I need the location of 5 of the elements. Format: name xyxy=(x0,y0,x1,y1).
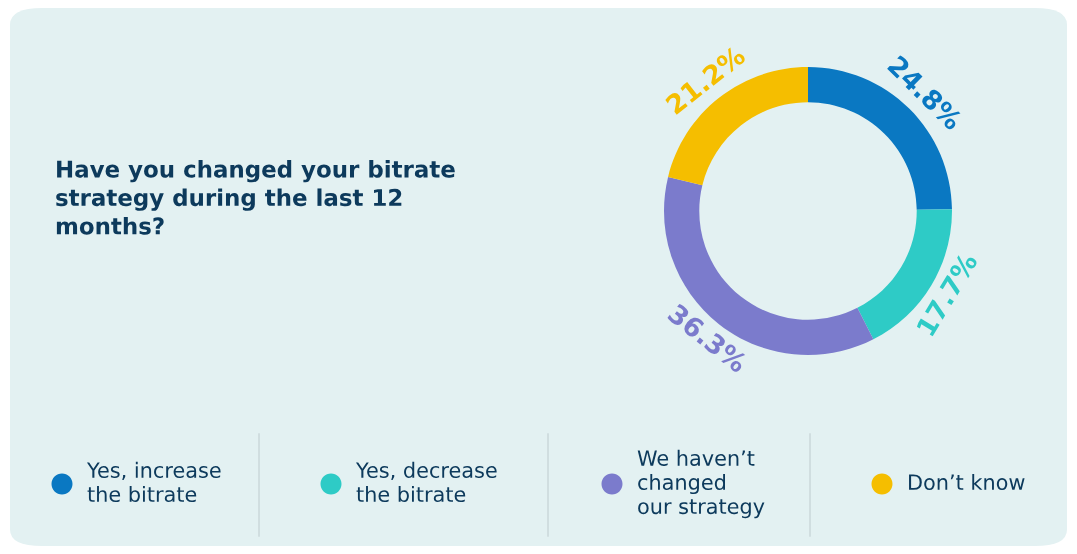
legend-label: Yes, decrease the bitrate xyxy=(355,461,497,503)
legend-label: Don’t know xyxy=(909,473,1025,491)
legend-label: We haven’t changed our strategy xyxy=(637,449,765,519)
legend-label: Yes, increase the bitrate xyxy=(86,461,221,503)
text: Have you changed your bitrate strategy during the last 12 months? xyxy=(56,160,455,235)
